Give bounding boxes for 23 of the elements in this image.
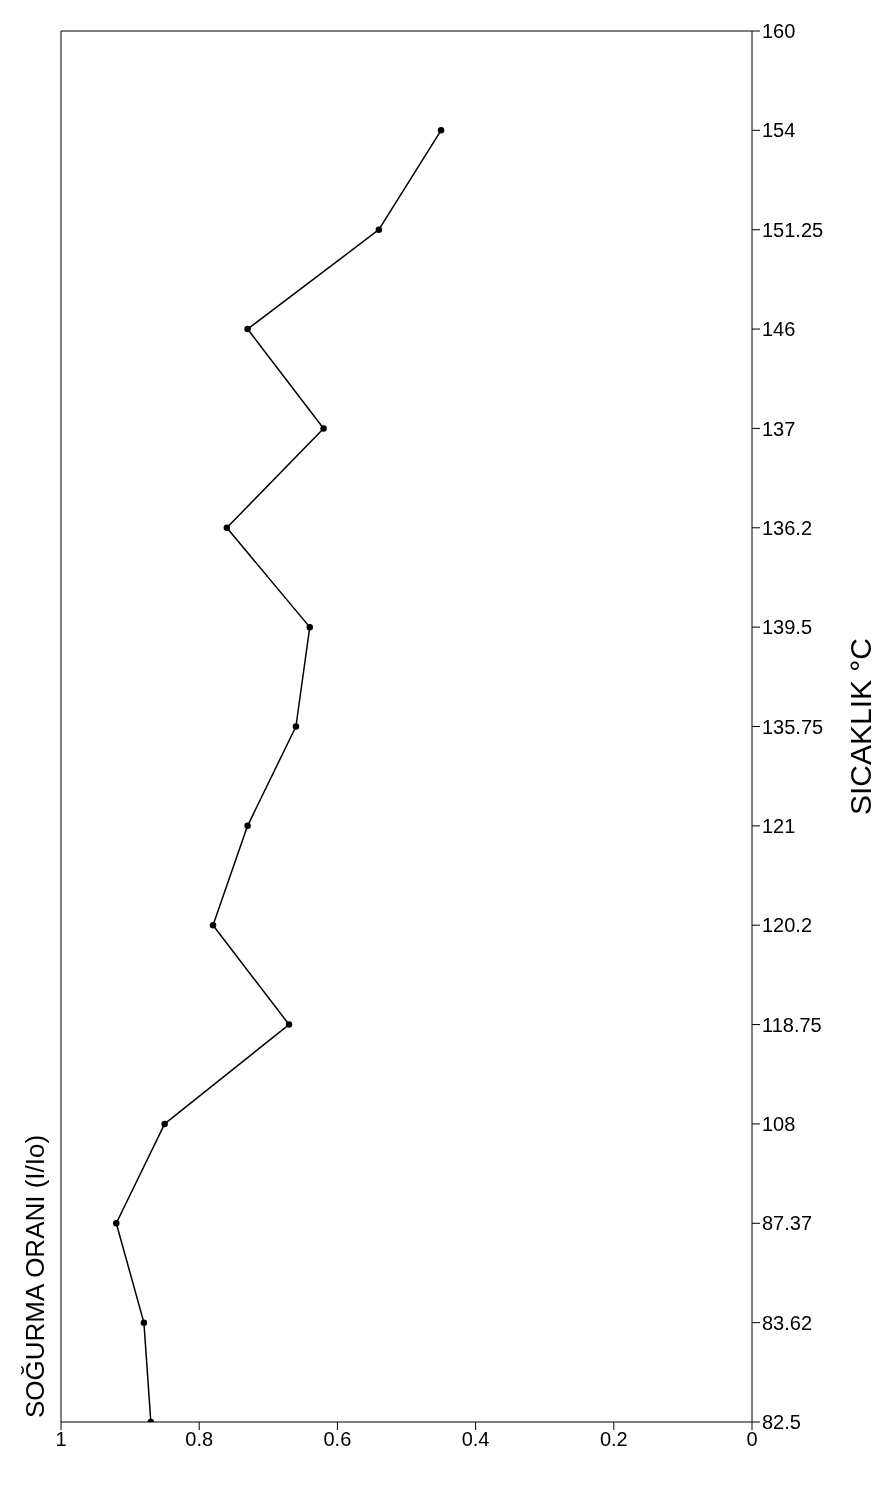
y-tick-label: 160 xyxy=(762,20,796,43)
y-tick-label: 136.2 xyxy=(762,516,813,539)
text: SOĞURMA ORANI (I/Io) xyxy=(20,1134,50,1418)
y-tick-label: 135.75 xyxy=(762,715,824,738)
y-tick-label: 118.75 xyxy=(762,1013,822,1036)
x-tick-label: 0.2 xyxy=(599,1428,628,1451)
y-tick-label: 121 xyxy=(762,814,796,837)
x-tick-label: 1 xyxy=(55,1428,67,1451)
x-tick-label: 0.4 xyxy=(461,1428,490,1451)
y-tick-label: 108 xyxy=(762,1113,796,1136)
x-tick-label: 0.8 xyxy=(185,1428,214,1451)
y-tick-label: 139.5 xyxy=(762,616,813,639)
y-tick-label: 87.37 xyxy=(762,1212,813,1235)
x-tick-label: 0.6 xyxy=(323,1428,352,1451)
y-tick-label: 154 xyxy=(762,119,796,142)
y-axis-title: SICAKLIK °C xyxy=(843,637,877,816)
y-tick-label: 120.2 xyxy=(762,914,813,937)
x-tick-label: 0 xyxy=(746,1428,758,1451)
y-tick-label: 146 xyxy=(762,318,796,341)
y-tick-label: 151.25 xyxy=(762,218,824,241)
y-tick-label: 137 xyxy=(762,417,796,440)
y-tick-label: 83.62 xyxy=(762,1311,813,1334)
y-tick-label: 82.5 xyxy=(762,1411,801,1434)
